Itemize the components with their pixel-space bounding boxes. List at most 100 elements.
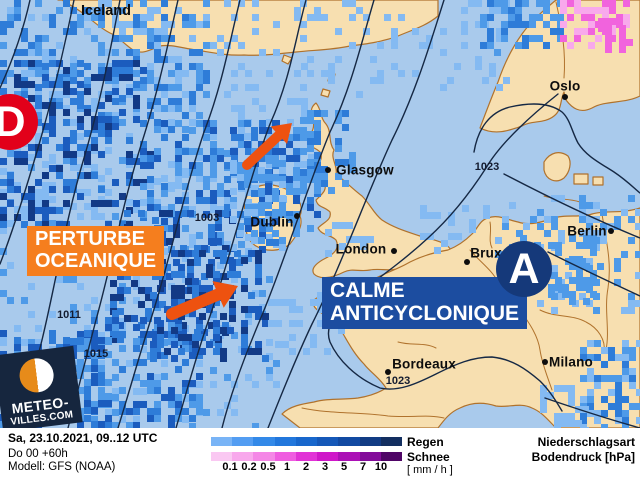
- precip-pixel: [279, 195, 286, 202]
- precip-pixel: [583, 235, 590, 242]
- precip-pixel: [440, 28, 447, 35]
- precip-pixel: [126, 133, 133, 140]
- precip-pixel: [220, 327, 227, 334]
- precip-pixel: [335, 28, 342, 35]
- precip-pixel: [14, 186, 21, 193]
- precip-pixel: [587, 389, 594, 396]
- precip-pixel: [105, 200, 112, 207]
- precip-pixel: [522, 42, 529, 49]
- precip-pixel: [567, 14, 574, 21]
- snow-scale-segment: [338, 452, 360, 461]
- precip-pixel: [168, 394, 175, 401]
- precip-pixel: [608, 375, 615, 382]
- precip-pixel: [608, 389, 615, 396]
- precip-pixel: [579, 202, 586, 209]
- precip-pixel: [272, 120, 279, 127]
- precip-pixel: [133, 338, 140, 345]
- precip-pixel: [203, 183, 210, 190]
- precip-pixel: [70, 186, 77, 193]
- precip-pixel: [587, 340, 594, 347]
- precip-pixel: [210, 381, 217, 388]
- precip-pixel: [157, 334, 164, 341]
- precip-pixel: [49, 330, 56, 337]
- precip-pixel: [63, 157, 70, 164]
- precip-pixel: [427, 212, 434, 219]
- precip-pixel: [145, 294, 152, 301]
- precip-pixel: [224, 176, 231, 183]
- precip-pixel: [557, 14, 564, 21]
- precip-pixel: [77, 359, 84, 366]
- precip-pixel: [161, 134, 168, 141]
- precip-pixel: [574, 0, 581, 7]
- precip-pixel: [196, 148, 203, 155]
- precip-pixel: [140, 388, 147, 395]
- precip-pixel: [126, 422, 133, 428]
- precip-pixel: [600, 223, 607, 230]
- precip-pixel: [110, 280, 117, 287]
- precip-pixel: [91, 74, 98, 81]
- precip-pixel: [182, 14, 189, 21]
- rain-scale-segment: [317, 437, 339, 446]
- precip-pixel: [593, 230, 600, 237]
- precip-pixel: [166, 273, 173, 280]
- precip-pixel: [543, 7, 550, 14]
- precip-pixel: [210, 169, 217, 176]
- precip-pixel: [14, 60, 21, 67]
- precip-pixel: [182, 416, 189, 423]
- precip-pixel: [275, 320, 282, 327]
- precip-pixel: [119, 387, 126, 394]
- precip-pixel: [77, 102, 84, 109]
- precip-pixel: [178, 299, 185, 306]
- precip-pixel: [0, 179, 7, 186]
- precip-pixel: [215, 238, 222, 245]
- precip-pixel: [133, 416, 140, 423]
- precip-pixel: [259, 225, 266, 232]
- precip-pixel: [14, 325, 21, 332]
- precip-pixel: [7, 179, 14, 186]
- precip-pixel: [328, 187, 335, 194]
- precip-pixel: [56, 172, 63, 179]
- precip-pixel: [7, 7, 14, 14]
- precip-pixel: [272, 155, 279, 162]
- city-dot-berlin: [608, 228, 614, 234]
- precip-pixel: [105, 422, 112, 428]
- precip-pixel: [391, 35, 398, 42]
- precip-pixel: [112, 359, 119, 366]
- precip-pixel: [587, 368, 594, 375]
- precip-pixel: [601, 375, 608, 382]
- precip-pixel: [84, 400, 91, 407]
- precip-pixel: [42, 63, 49, 70]
- precip-pixel: [594, 340, 601, 347]
- precip-pixel: [454, 63, 461, 70]
- scale-tick-label: 0.2: [241, 461, 257, 473]
- precip-pixel: [279, 181, 286, 188]
- precip-pixel: [70, 28, 77, 35]
- precip-pixel: [150, 341, 157, 348]
- precip-pixel: [615, 396, 622, 403]
- precip-pixel: [222, 273, 229, 280]
- precip-pixel: [182, 338, 189, 345]
- precip-pixel: [544, 216, 551, 223]
- precip-pixel: [91, 421, 98, 428]
- precip-pixel: [35, 221, 42, 228]
- precip-pixel: [77, 21, 84, 28]
- precip-pixel: [227, 257, 234, 264]
- precip-pixel: [35, 42, 42, 49]
- precip-pixel: [238, 105, 245, 112]
- precip-pixel: [147, 7, 154, 14]
- precip-pixel: [222, 245, 229, 252]
- precip-pixel: [98, 42, 105, 49]
- precip-pixel: [237, 134, 244, 141]
- precip-pixel: [220, 348, 227, 355]
- precip-pixel: [231, 395, 238, 402]
- precip-pixel: [182, 148, 189, 155]
- precip-pixel: [49, 21, 56, 28]
- precip-pixel: [35, 119, 42, 126]
- precip-pixel: [119, 193, 126, 200]
- precip-pixel: [196, 408, 203, 415]
- precip-pixel: [252, 381, 259, 388]
- precip-pixel: [126, 88, 133, 95]
- precip-pixel: [310, 341, 317, 348]
- precip-pixel: [91, 337, 98, 344]
- precip-pixel: [98, 112, 105, 119]
